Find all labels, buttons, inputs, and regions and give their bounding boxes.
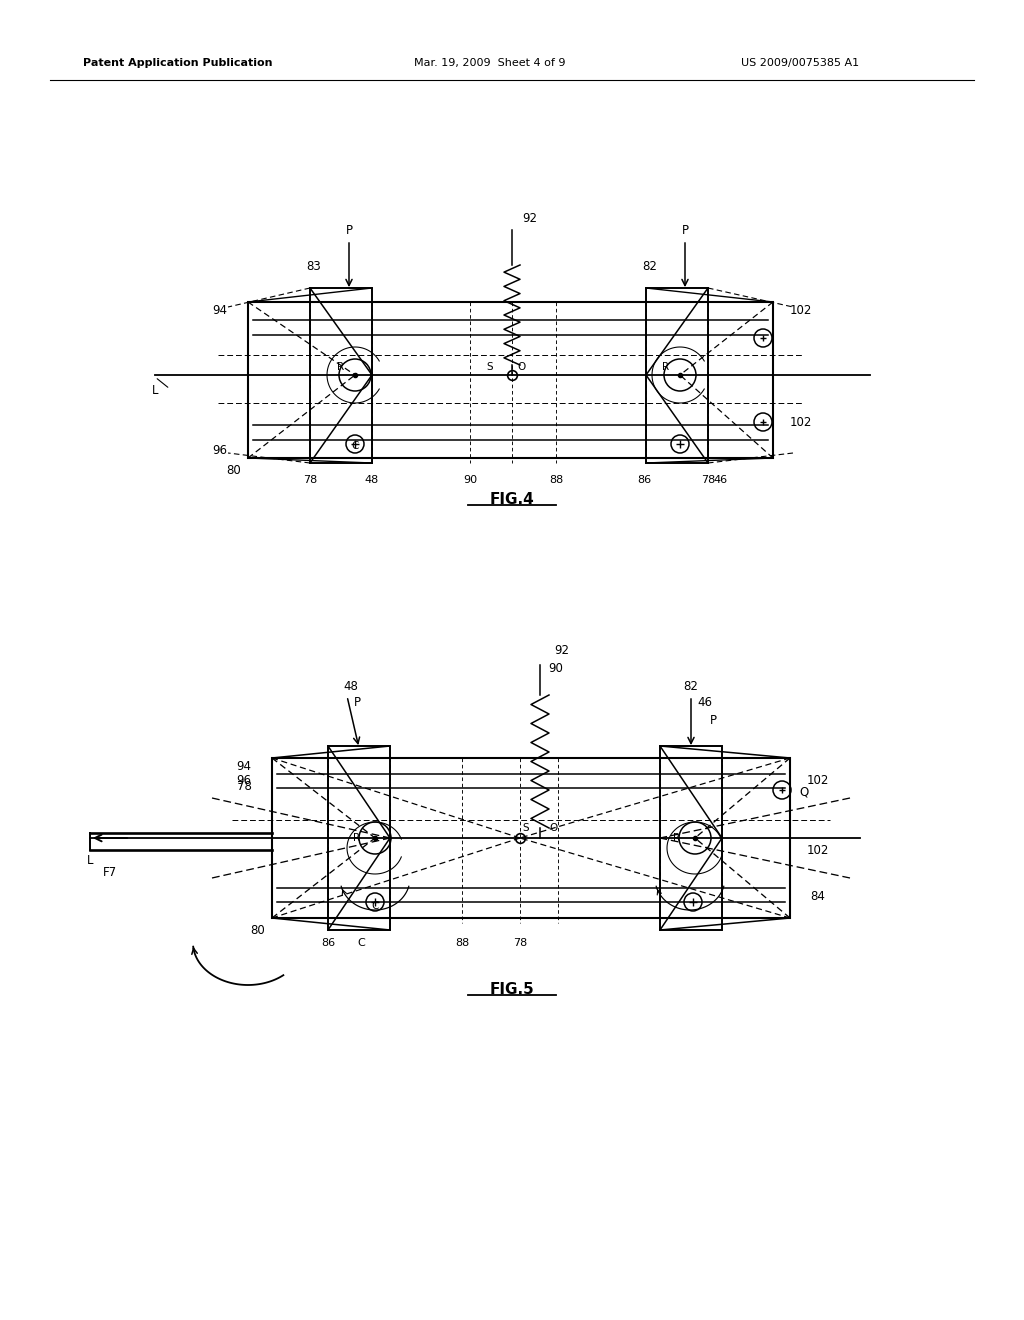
Bar <box>310 288 372 463</box>
Text: 96: 96 <box>213 444 227 457</box>
Bar <box>272 758 790 917</box>
Text: 90: 90 <box>549 661 563 675</box>
Text: 92: 92 <box>555 644 569 656</box>
Text: US 2009/0075385 A1: US 2009/0075385 A1 <box>741 58 859 69</box>
Text: R: R <box>338 362 344 372</box>
Text: 102: 102 <box>807 774 829 787</box>
Text: 78: 78 <box>237 780 252 792</box>
Text: 80: 80 <box>251 924 265 936</box>
Text: P: P <box>345 223 352 236</box>
Text: 46: 46 <box>713 475 727 484</box>
Bar <box>328 746 390 931</box>
Text: Patent Application Publication: Patent Application Publication <box>83 58 272 69</box>
Text: R: R <box>663 362 670 372</box>
Text: FIG.4: FIG.4 <box>489 492 535 507</box>
Text: 90: 90 <box>463 475 477 484</box>
Text: 83: 83 <box>306 260 322 272</box>
Text: C: C <box>372 902 379 911</box>
Text: 82: 82 <box>643 260 657 272</box>
Text: P: P <box>710 714 717 727</box>
Text: 96: 96 <box>237 774 252 787</box>
Text: 86: 86 <box>321 939 335 948</box>
Text: O: O <box>518 362 526 372</box>
Text: C: C <box>357 939 365 948</box>
Text: P: P <box>353 696 360 709</box>
Text: R: R <box>674 833 681 843</box>
Text: Mar. 19, 2009  Sheet 4 of 9: Mar. 19, 2009 Sheet 4 of 9 <box>415 58 565 69</box>
Text: S: S <box>522 822 529 833</box>
Text: 78: 78 <box>513 939 527 948</box>
Text: Q: Q <box>800 785 809 799</box>
Text: O: O <box>550 822 558 833</box>
Bar <box>660 746 722 931</box>
Text: FIG.5: FIG.5 <box>489 982 535 998</box>
Text: 46: 46 <box>697 696 713 709</box>
Text: 48: 48 <box>365 475 379 484</box>
Text: 88: 88 <box>549 475 563 484</box>
Text: 80: 80 <box>226 463 242 477</box>
Text: 82: 82 <box>684 680 698 693</box>
Text: 84: 84 <box>811 890 825 903</box>
Text: C: C <box>351 441 358 451</box>
Text: 78: 78 <box>303 475 317 484</box>
Text: 88: 88 <box>455 939 469 948</box>
Text: 78: 78 <box>700 475 715 484</box>
Bar <box>646 288 708 463</box>
Text: 94: 94 <box>237 759 252 772</box>
Text: L: L <box>87 854 93 866</box>
Text: 102: 102 <box>790 416 812 429</box>
Text: 102: 102 <box>790 304 812 317</box>
Text: 86: 86 <box>637 475 651 484</box>
Text: R: R <box>353 833 360 843</box>
Text: P: P <box>682 223 688 236</box>
Text: 94: 94 <box>213 304 227 317</box>
Text: S: S <box>486 362 494 372</box>
Text: 102: 102 <box>807 843 829 857</box>
Text: 48: 48 <box>344 680 358 693</box>
Bar <box>248 302 773 458</box>
Text: 92: 92 <box>522 211 538 224</box>
Text: F7: F7 <box>103 866 117 879</box>
Text: L: L <box>152 384 159 396</box>
